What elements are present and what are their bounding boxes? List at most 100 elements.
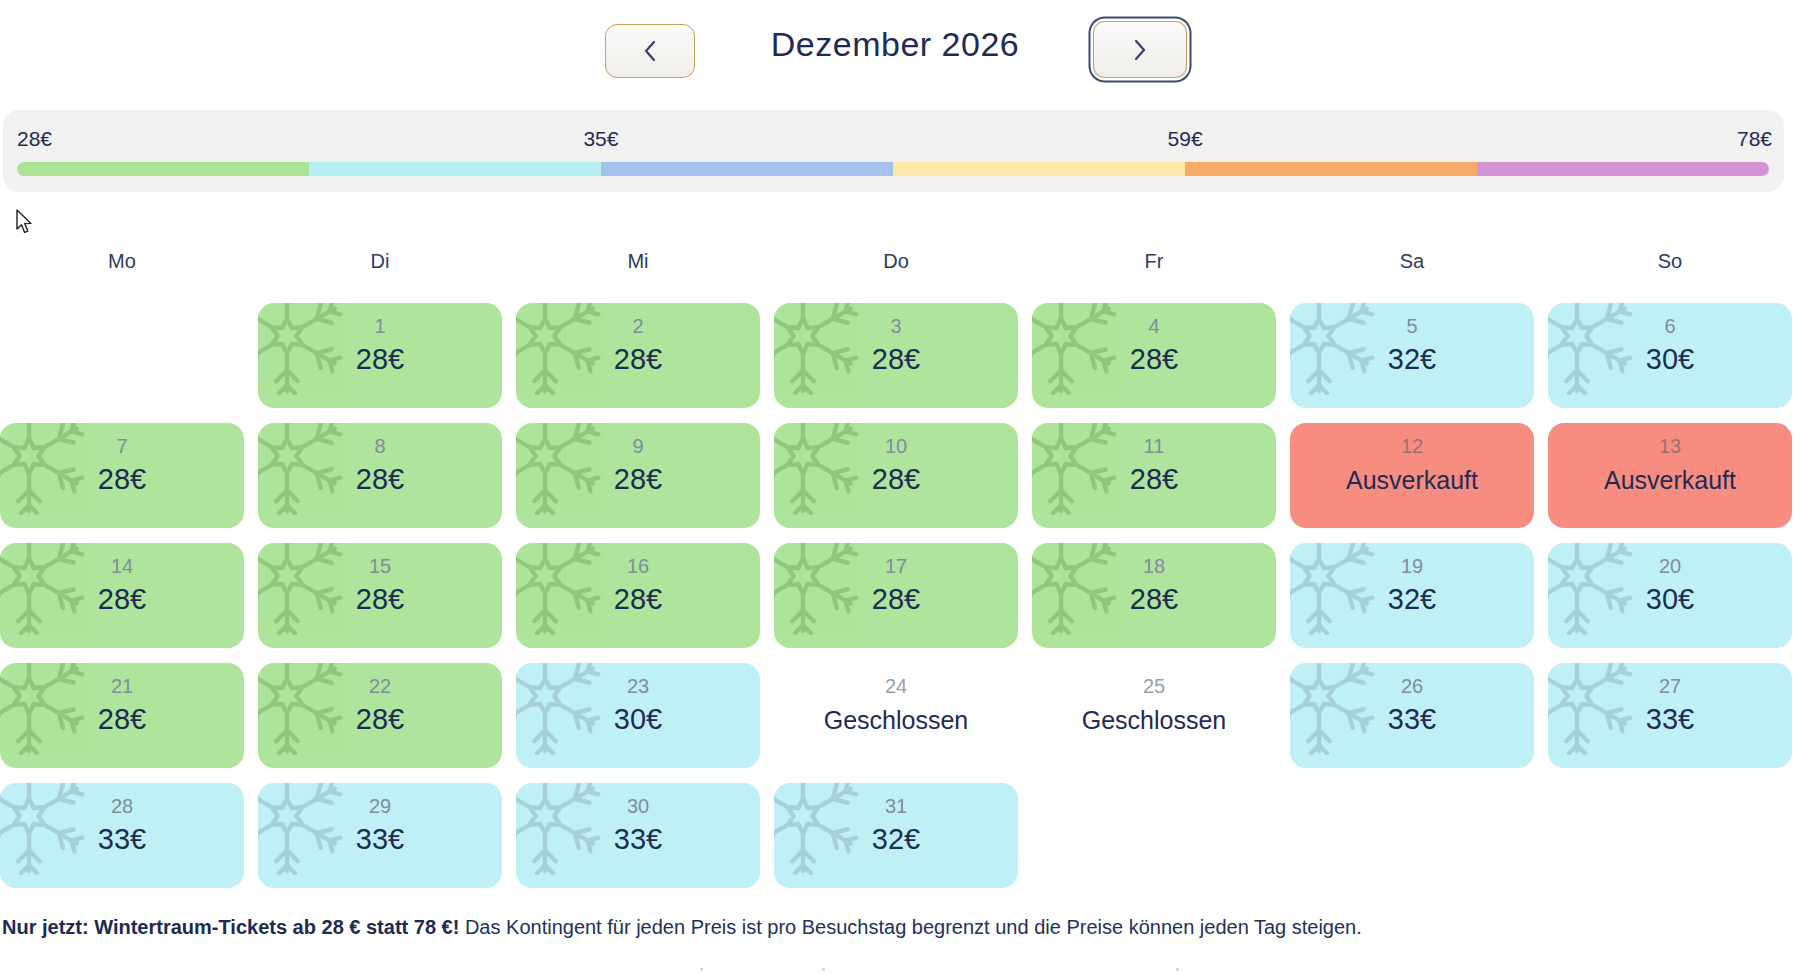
- ticket-price: 28€: [872, 582, 920, 616]
- snowflake-icon: [258, 663, 346, 759]
- previous-month-button[interactable]: [605, 24, 695, 78]
- ticket-price: 28€: [614, 342, 662, 376]
- calendar-day-17[interactable]: 1728€: [774, 543, 1018, 648]
- promo-text-bold: Nur jetzt: Wintertraum-Tickets ab 28 € s…: [2, 916, 459, 938]
- calendar-day-6[interactable]: 630€: [1548, 303, 1792, 408]
- ticket-price: 28€: [356, 462, 404, 496]
- day-number: 2: [632, 314, 643, 338]
- calendar-day-13: 13 Ausverkauft: [1548, 423, 1792, 528]
- day-number: 1: [374, 314, 385, 338]
- snowflake-icon: [774, 303, 862, 399]
- snowflake-icon: [258, 783, 346, 879]
- calendar-day-30[interactable]: 3033€: [516, 783, 760, 888]
- calendar-day-21[interactable]: 2128€: [0, 663, 244, 768]
- ticket-price: 33€: [1388, 702, 1436, 736]
- price-legend: 28€35€59€78€: [3, 110, 1784, 192]
- ticket-price: 28€: [1130, 342, 1178, 376]
- ticket-price: 33€: [356, 822, 404, 856]
- calendar-day-8[interactable]: 828€: [258, 423, 502, 528]
- calendar-day-3[interactable]: 328€: [774, 303, 1018, 408]
- ticket-price: 28€: [614, 462, 662, 496]
- ticket-price: 32€: [872, 822, 920, 856]
- snowflake-icon: [774, 423, 862, 519]
- calendar-day-18[interactable]: 1828€: [1032, 543, 1276, 648]
- price-legend-segment-tier-30: [309, 162, 601, 176]
- availability-status: Ausverkauft: [1346, 464, 1478, 496]
- ticket-price: 28€: [614, 582, 662, 616]
- day-number: 20: [1659, 554, 1681, 578]
- day-number: 11: [1144, 434, 1165, 458]
- ticket-price: 30€: [1646, 342, 1694, 376]
- calendar-day-22[interactable]: 2228€: [258, 663, 502, 768]
- snowflake-icon: [258, 303, 346, 399]
- snowflake-icon: [258, 543, 346, 639]
- availability-status: Ausverkauft: [1604, 464, 1736, 496]
- snowflake-icon: [774, 543, 862, 639]
- day-number: 14: [111, 554, 133, 578]
- calendar-day-29[interactable]: 2933€: [258, 783, 502, 888]
- ticket-price: 32€: [1388, 582, 1436, 616]
- day-number: 17: [885, 554, 907, 578]
- calendar-day-23[interactable]: 2330€: [516, 663, 760, 768]
- calendar-day-19[interactable]: 1932€: [1290, 543, 1534, 648]
- day-number: 29: [369, 794, 391, 818]
- calendar-day-1[interactable]: 128€: [258, 303, 502, 408]
- day-number: 24: [885, 674, 907, 698]
- calendar-day-16[interactable]: 1628€: [516, 543, 760, 648]
- calendar-day-28[interactable]: 2833€: [0, 783, 244, 888]
- ticket-price: 33€: [614, 822, 662, 856]
- day-number: 23: [627, 674, 649, 698]
- calendar-day-27[interactable]: 2733€: [1548, 663, 1792, 768]
- next-month-button[interactable]: [1093, 21, 1187, 78]
- day-number: 7: [116, 434, 127, 458]
- snowflake-icon: [516, 303, 604, 399]
- availability-status: Geschlossen: [1082, 704, 1227, 736]
- calendar-day-5[interactable]: 532€: [1290, 303, 1534, 408]
- chevron-left-icon: [639, 38, 661, 64]
- day-number: 31: [885, 794, 907, 818]
- weekday-label-so: So: [1548, 250, 1792, 273]
- weekday-label-do: Do: [774, 250, 1018, 273]
- calendar-day-11[interactable]: 1128€: [1032, 423, 1276, 528]
- day-number: 12: [1401, 434, 1423, 458]
- price-legend-segment-tier-59: [1185, 162, 1477, 176]
- calendar-day-24: 24 Geschlossen: [774, 663, 1018, 768]
- price-legend-segment-tier-35: [601, 162, 893, 176]
- snowflake-icon: [0, 423, 88, 519]
- ticket-price: 28€: [98, 462, 146, 496]
- calendar-day-14[interactable]: 1428€: [0, 543, 244, 648]
- ticket-price: 28€: [872, 342, 920, 376]
- weekday-label-fr: Fr: [1032, 250, 1276, 273]
- chevron-right-icon: [1129, 37, 1151, 63]
- ticket-price: 28€: [1130, 582, 1178, 616]
- day-number: 13: [1659, 434, 1681, 458]
- cutoff-content-speck: [822, 968, 825, 971]
- price-legend-segment-tier-45: [893, 162, 1185, 176]
- calendar-day-2[interactable]: 228€: [516, 303, 760, 408]
- calendar-day-4[interactable]: 428€: [1032, 303, 1276, 408]
- snowflake-icon: [0, 783, 88, 879]
- promo-text: Nur jetzt: Wintertraum-Tickets ab 28 € s…: [2, 915, 1762, 940]
- snowflake-icon: [1548, 303, 1636, 399]
- day-number: 16: [627, 554, 649, 578]
- weekday-label-mo: Mo: [0, 250, 244, 273]
- calendar-day-10[interactable]: 1028€: [774, 423, 1018, 528]
- calendar-day-20[interactable]: 2030€: [1548, 543, 1792, 648]
- calendar-day-26[interactable]: 2633€: [1290, 663, 1534, 768]
- day-number: 27: [1659, 674, 1681, 698]
- calendar-day-7[interactable]: 728€: [0, 423, 244, 528]
- calendar-day-9[interactable]: 928€: [516, 423, 760, 528]
- snowflake-icon: [774, 783, 862, 879]
- cutoff-content-speck: [1176, 968, 1179, 971]
- day-number: 5: [1406, 314, 1417, 338]
- day-number: 18: [1143, 554, 1165, 578]
- snowflake-icon: [0, 663, 88, 759]
- availability-status: Geschlossen: [824, 704, 969, 736]
- ticket-price: 28€: [98, 702, 146, 736]
- calendar-day-15[interactable]: 1528€: [258, 543, 502, 648]
- calendar-day-31[interactable]: 3132€: [774, 783, 1018, 888]
- day-number: 28: [111, 794, 133, 818]
- day-number: 9: [632, 434, 643, 458]
- snowflake-icon: [1290, 663, 1378, 759]
- snowflake-icon: [1290, 303, 1378, 399]
